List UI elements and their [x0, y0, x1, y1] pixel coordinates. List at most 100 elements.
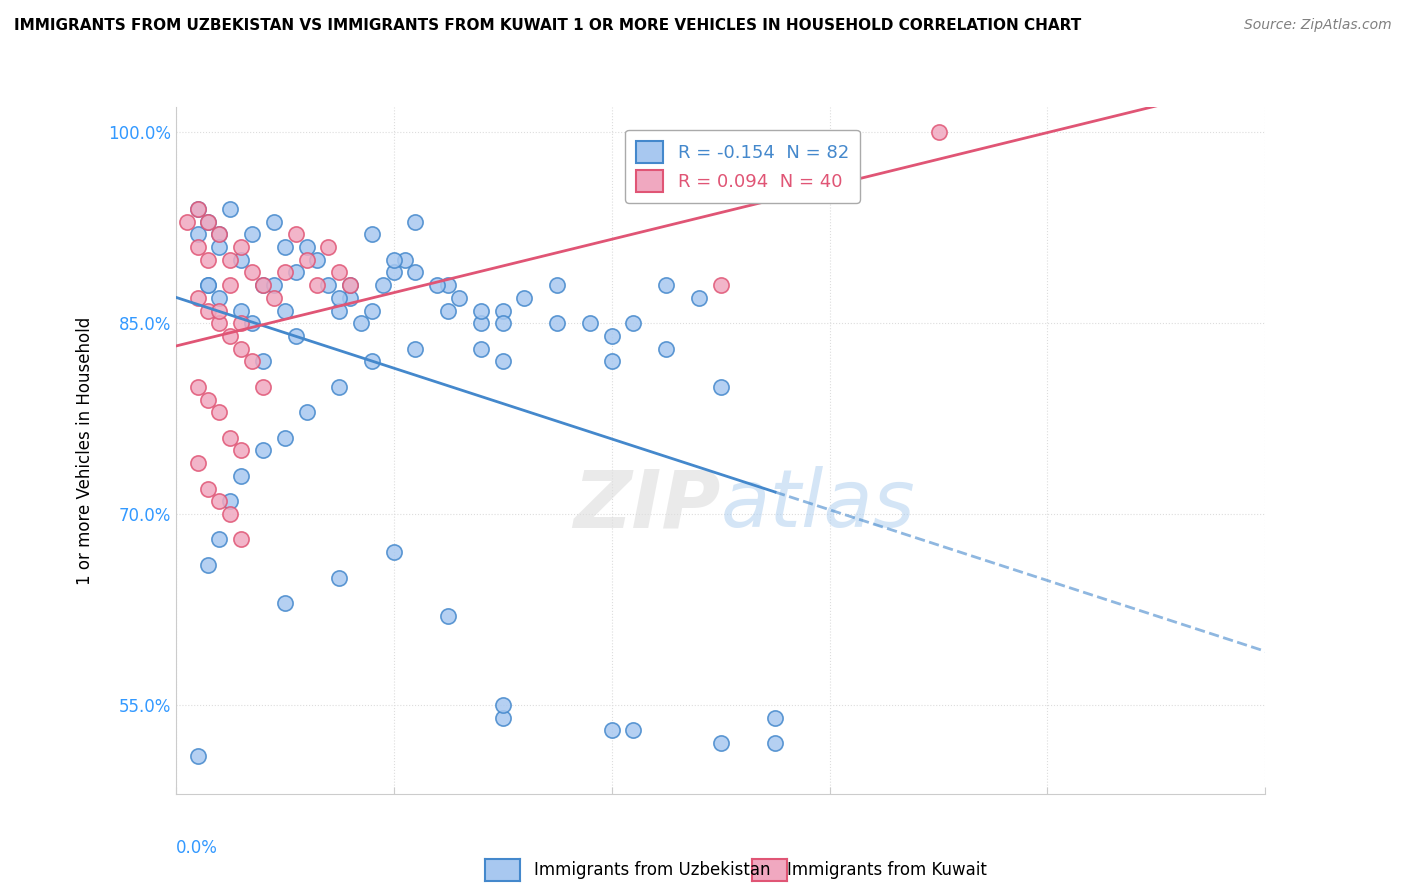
- Point: [382, 545, 405, 559]
- Point: [231, 252, 253, 267]
- Point: [710, 736, 733, 750]
- Text: atlas: atlas: [721, 467, 915, 544]
- Point: [252, 443, 274, 458]
- Point: [186, 227, 209, 242]
- Point: [274, 431, 297, 445]
- Point: [231, 533, 253, 547]
- Point: [405, 265, 427, 279]
- Point: [186, 202, 209, 216]
- Point: [252, 278, 274, 293]
- Point: [208, 227, 231, 242]
- Point: [350, 316, 373, 330]
- Point: [600, 723, 623, 738]
- Point: [240, 265, 263, 279]
- Point: [274, 240, 297, 254]
- Point: [219, 507, 242, 521]
- Point: [307, 278, 329, 293]
- Text: Source: ZipAtlas.com: Source: ZipAtlas.com: [1244, 18, 1392, 32]
- Point: [492, 354, 515, 368]
- Point: [219, 278, 242, 293]
- Point: [252, 354, 274, 368]
- Point: [328, 265, 350, 279]
- Point: [219, 252, 242, 267]
- Point: [405, 214, 427, 228]
- Point: [621, 316, 644, 330]
- Point: [655, 278, 678, 293]
- Point: [318, 240, 340, 254]
- Point: [579, 316, 602, 330]
- Point: [318, 278, 340, 293]
- Point: [219, 494, 242, 508]
- Text: 0.0%: 0.0%: [176, 838, 218, 856]
- Point: [197, 214, 219, 228]
- Point: [274, 265, 297, 279]
- Point: [284, 227, 307, 242]
- Point: [394, 252, 416, 267]
- Point: [763, 736, 786, 750]
- Point: [339, 278, 361, 293]
- Point: [437, 278, 460, 293]
- Text: ZIP: ZIP: [574, 467, 721, 544]
- Point: [197, 303, 219, 318]
- Point: [371, 278, 394, 293]
- Point: [382, 252, 405, 267]
- Point: [360, 354, 382, 368]
- Point: [219, 329, 242, 343]
- Point: [263, 214, 285, 228]
- Point: [274, 596, 297, 610]
- Point: [208, 316, 231, 330]
- Point: [328, 380, 350, 394]
- Point: [219, 202, 242, 216]
- Point: [600, 329, 623, 343]
- Text: IMMIGRANTS FROM UZBEKISTAN VS IMMIGRANTS FROM KUWAIT 1 OR MORE VEHICLES IN HOUSE: IMMIGRANTS FROM UZBEKISTAN VS IMMIGRANTS…: [14, 18, 1081, 33]
- Point: [295, 240, 318, 254]
- Point: [263, 278, 285, 293]
- Point: [295, 405, 318, 419]
- Point: [240, 227, 263, 242]
- Point: [470, 303, 492, 318]
- Legend: R = -0.154  N = 82, R = 0.094  N = 40: R = -0.154 N = 82, R = 0.094 N = 40: [626, 130, 859, 202]
- Point: [307, 252, 329, 267]
- Point: [186, 240, 209, 254]
- Point: [295, 252, 318, 267]
- Point: [186, 291, 209, 305]
- Point: [470, 342, 492, 356]
- Point: [688, 291, 710, 305]
- Point: [470, 316, 492, 330]
- Text: Immigrants from Uzbekistan: Immigrants from Uzbekistan: [534, 861, 770, 879]
- Point: [231, 469, 253, 483]
- Point: [546, 278, 568, 293]
- Point: [328, 571, 350, 585]
- Point: [240, 316, 263, 330]
- Point: [492, 303, 515, 318]
- Point: [208, 291, 231, 305]
- Point: [546, 316, 568, 330]
- Point: [928, 126, 950, 140]
- Point: [252, 380, 274, 394]
- Point: [513, 291, 536, 305]
- Text: Immigrants from Kuwait: Immigrants from Kuwait: [787, 861, 987, 879]
- Point: [763, 710, 786, 724]
- Y-axis label: 1 or more Vehicles in Household: 1 or more Vehicles in Household: [76, 317, 94, 584]
- Point: [197, 482, 219, 496]
- Point: [208, 405, 231, 419]
- Point: [437, 608, 460, 623]
- Point: [252, 278, 274, 293]
- Point: [382, 265, 405, 279]
- Point: [492, 698, 515, 712]
- Point: [655, 342, 678, 356]
- Point: [208, 227, 231, 242]
- Point: [360, 303, 382, 318]
- Point: [186, 748, 209, 763]
- Point: [274, 303, 297, 318]
- Point: [186, 456, 209, 470]
- Point: [339, 291, 361, 305]
- Point: [240, 354, 263, 368]
- Point: [231, 240, 253, 254]
- Point: [231, 316, 253, 330]
- Point: [263, 291, 285, 305]
- Point: [231, 443, 253, 458]
- Point: [447, 291, 470, 305]
- Point: [208, 533, 231, 547]
- Point: [197, 278, 219, 293]
